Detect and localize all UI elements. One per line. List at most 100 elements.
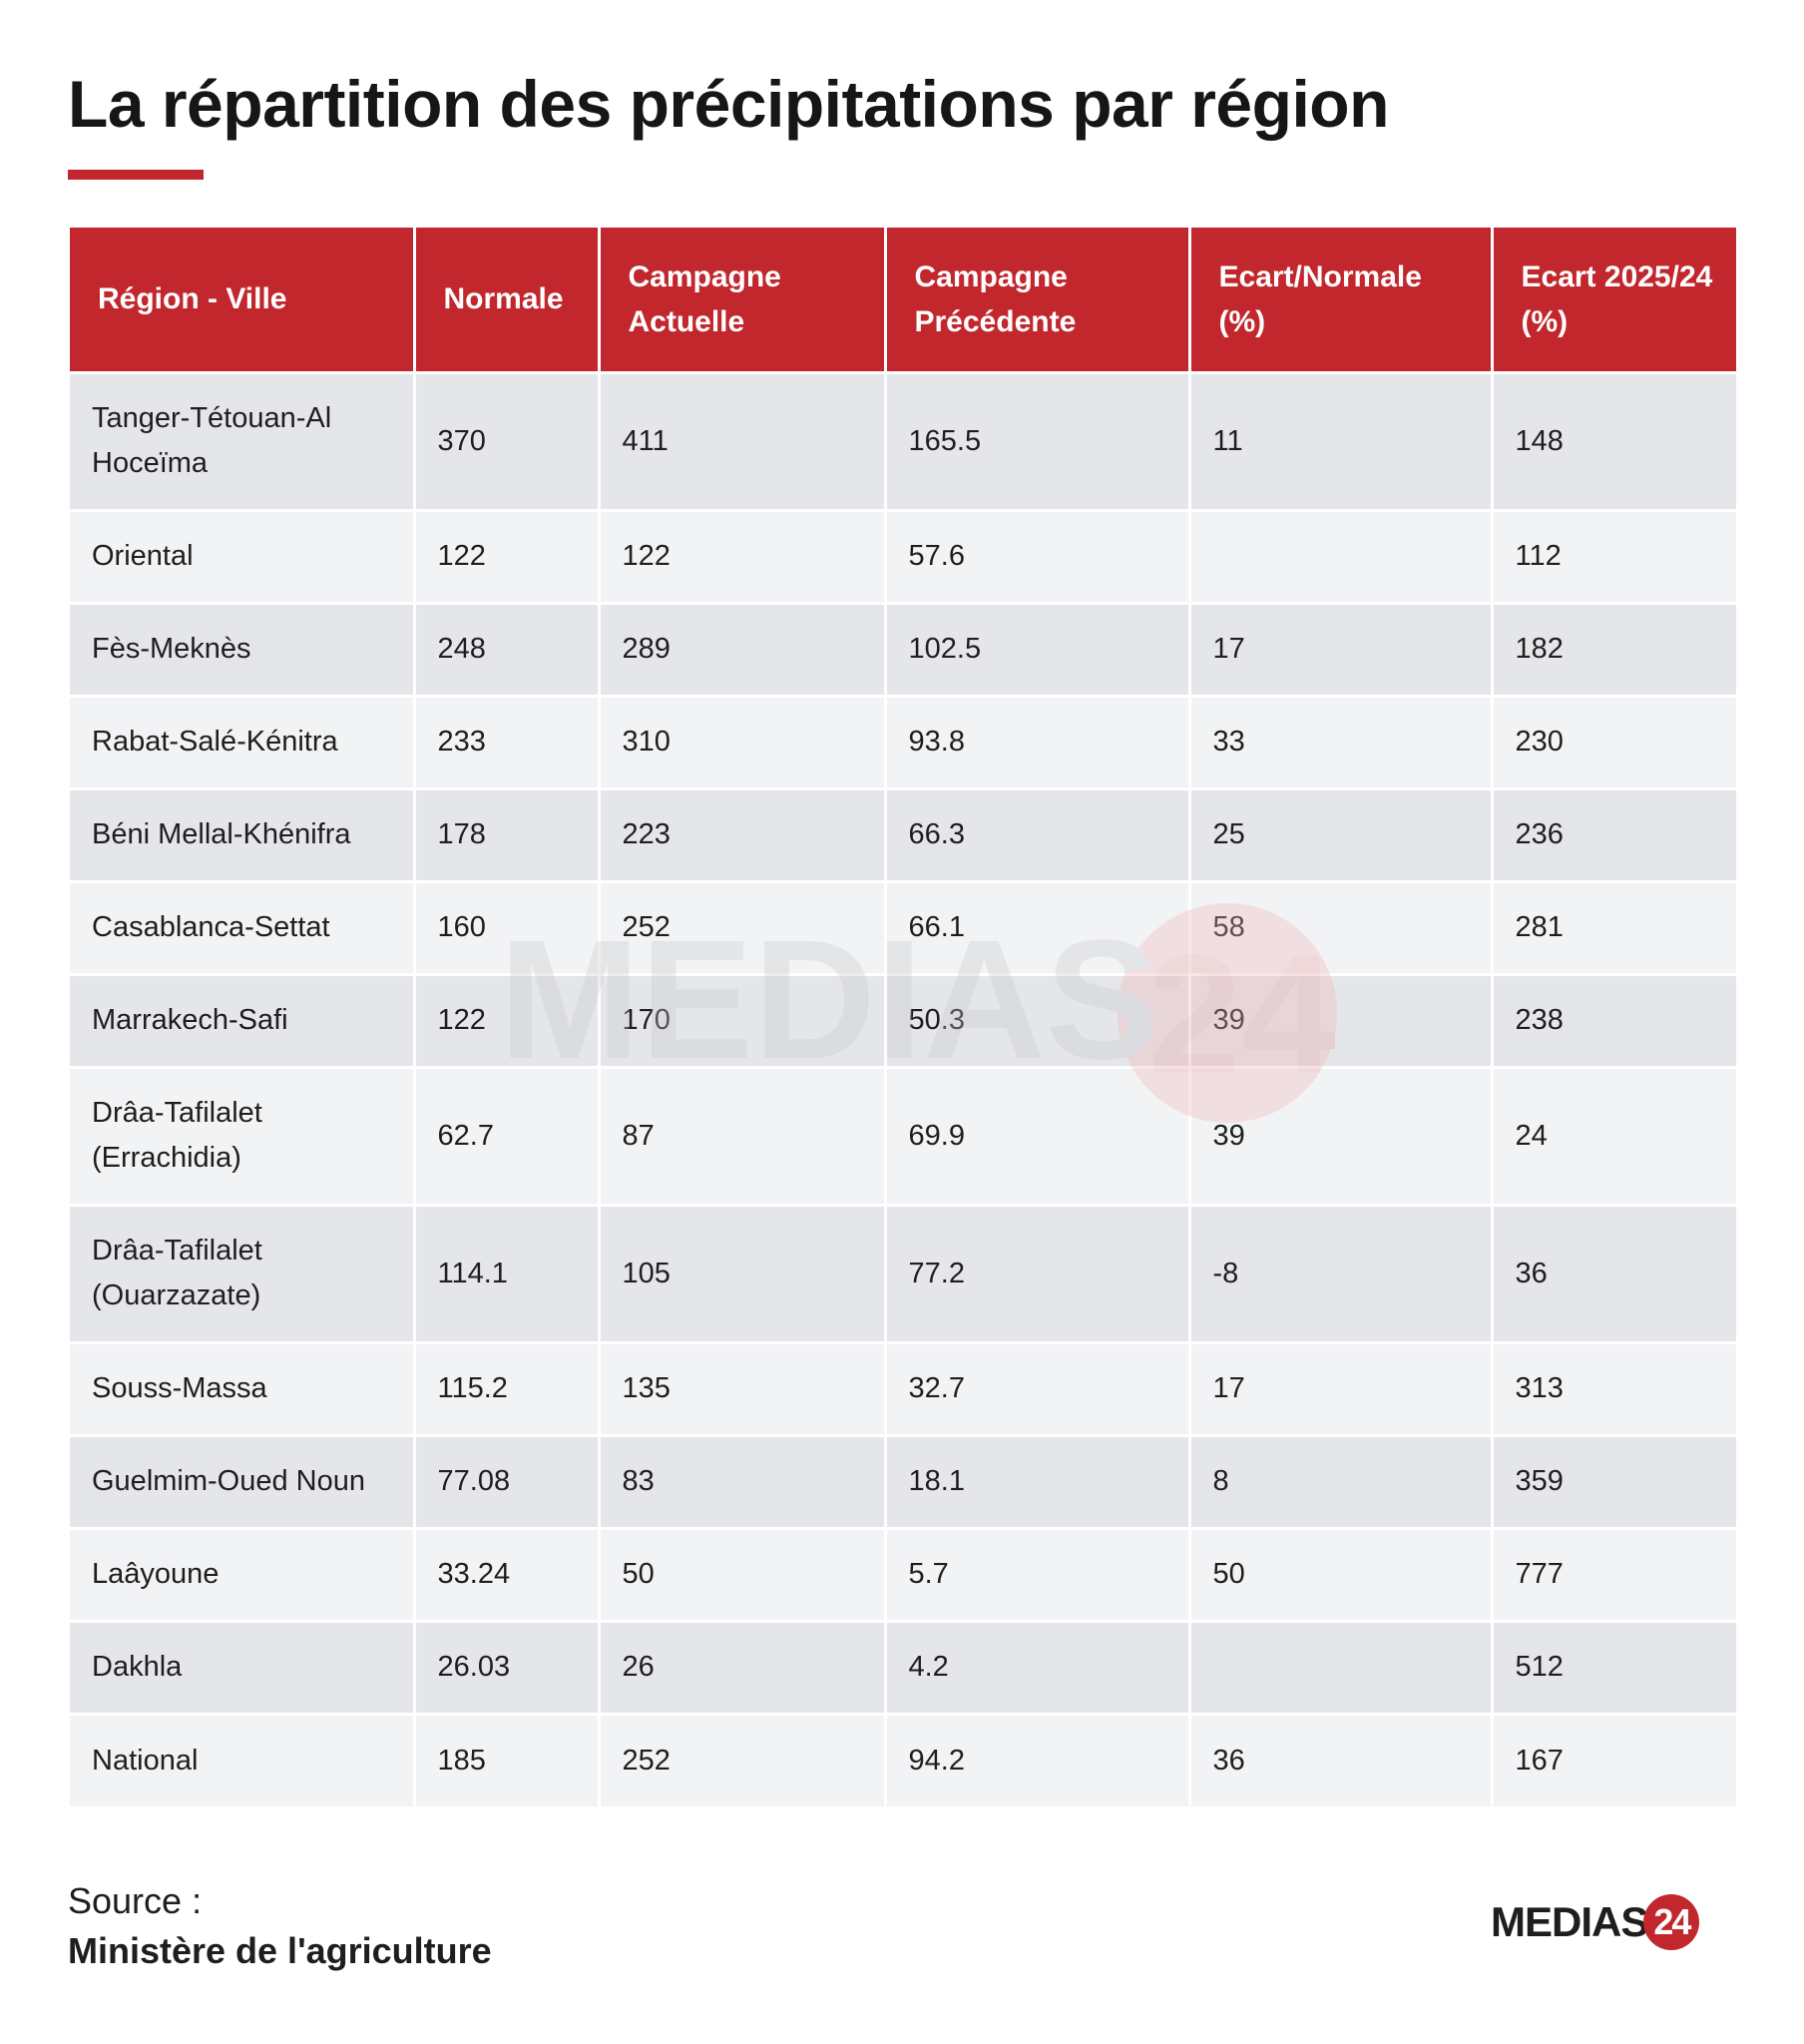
cell-normale: 114.1 — [414, 1203, 601, 1342]
cell-normale: 178 — [414, 786, 601, 881]
cell-region: Souss-Massa — [70, 1340, 416, 1435]
page-title: La répartition des précipitations par ré… — [68, 67, 1389, 141]
table-row: Fès-Meknès 248 289 102.5 17 182 — [70, 601, 1736, 696]
table-row: Marrakech-Safi 122 170 50.3 39 238 — [70, 972, 1736, 1067]
cell-campagne-actuelle: 252 — [599, 1712, 887, 1806]
cell-normale: 233 — [414, 694, 601, 788]
cell-ecart-2025-24: 24 — [1492, 1065, 1736, 1205]
logo-text: MEDIAS — [1491, 1898, 1648, 1945]
cell-region: Oriental — [70, 508, 416, 603]
cell-ecart-2025-24: 148 — [1492, 370, 1736, 510]
cell-normale: 122 — [414, 508, 601, 603]
cell-campagne-precedente: 18.1 — [885, 1433, 1191, 1528]
header-campagne-actuelle: Campagne Actuelle — [599, 228, 887, 372]
cell-region: National — [70, 1712, 416, 1806]
table-row: Drâa-Tafilalet (Ouarzazate) 114.1 105 77.2-… — [70, 1203, 1736, 1342]
medias24-logo: MEDIAS 24 — [1491, 1894, 1700, 1950]
cell-campagne-precedente: 94.2 — [885, 1712, 1191, 1806]
cell-ecart-normale: 8 — [1189, 1433, 1494, 1528]
cell-ecart-2025-24: 112 — [1492, 508, 1736, 603]
cell-ecart-2025-24: 359 — [1492, 1433, 1736, 1528]
cell-ecart-2025-24: 238 — [1492, 972, 1736, 1067]
cell-ecart-normale: 39 — [1189, 1065, 1494, 1205]
table-row: Tanger-Tétouan-Al Hoceïma 370 411 165.5 11 14… — [70, 370, 1736, 510]
cell-normale: 115.2 — [414, 1340, 601, 1435]
cell-campagne-precedente: 69.9 — [885, 1065, 1191, 1205]
cell-campagne-actuelle: 170 — [599, 972, 887, 1067]
cell-campagne-actuelle: 135 — [599, 1340, 887, 1435]
cell-ecart-normale: -8 — [1189, 1203, 1494, 1342]
precipitation-table: Région - Ville Normale Campagne Actuelle… — [70, 228, 1736, 1806]
cell-ecart-normale: 39 — [1189, 972, 1494, 1067]
cell-normale: 122 — [414, 972, 601, 1067]
cell-ecart-2025-24: 313 — [1492, 1340, 1736, 1435]
cell-normale: 370 — [414, 370, 601, 510]
table-row: Béni Mellal-Khénifra 178 223 66.3 25 236 — [70, 786, 1736, 881]
cell-ecart-2025-24: 777 — [1492, 1526, 1736, 1621]
logo-number: 24 — [1643, 1894, 1700, 1950]
table-row: Oriental 122 122 57.6 112 — [70, 508, 1736, 603]
cell-campagne-actuelle: 83 — [599, 1433, 887, 1528]
table-header-row: Région - Ville Normale Campagne Actuelle… — [70, 228, 1736, 372]
source-label: Source : — [68, 1880, 203, 1921]
cell-ecart-normale — [1189, 1619, 1494, 1714]
cell-normale: 248 — [414, 601, 601, 696]
table-row: Souss-Massa 115.2 135 32.7 17 313 — [70, 1340, 1736, 1435]
cell-region: Guelmim-Oued Noun — [70, 1433, 416, 1528]
cell-region: Drâa-Tafilalet (Errachidia) — [70, 1065, 416, 1205]
cell-region: Laâyoune — [70, 1526, 416, 1621]
table-body: Tanger-Tétouan-Al Hoceïma 370 411 165.5 11 14… — [70, 370, 1736, 1806]
header-normale: Normale — [414, 228, 601, 372]
cell-campagne-precedente: 66.1 — [885, 879, 1191, 974]
cell-ecart-2025-24: 230 — [1492, 694, 1736, 788]
cell-region: Béni Mellal-Khénifra — [70, 786, 416, 881]
cell-campagne-precedente: 50.3 — [885, 972, 1191, 1067]
cell-ecart-2025-24: 36 — [1492, 1203, 1736, 1342]
cell-ecart-normale: 50 — [1189, 1526, 1494, 1621]
cell-ecart-normale: 17 — [1189, 601, 1494, 696]
cell-campagne-actuelle: 87 — [599, 1065, 887, 1205]
cell-ecart-normale: 17 — [1189, 1340, 1494, 1435]
header-region: Région - Ville — [70, 228, 416, 372]
cell-ecart-2025-24: 512 — [1492, 1619, 1736, 1714]
cell-normale: 26.03 — [414, 1619, 601, 1714]
cell-ecart-2025-24: 236 — [1492, 786, 1736, 881]
cell-campagne-actuelle: 105 — [599, 1203, 887, 1342]
source-value: Ministère de l'agriculture — [68, 1930, 492, 1971]
table-row: National 185 252 94.2 36 167 — [70, 1712, 1736, 1806]
cell-ecart-2025-24: 182 — [1492, 601, 1736, 696]
table-row: Laâyoune 33.24 50 5.7 50 777 — [70, 1526, 1736, 1621]
cell-campagne-actuelle: 223 — [599, 786, 887, 881]
cell-region: Dakhla — [70, 1619, 416, 1714]
cell-normale: 185 — [414, 1712, 601, 1806]
cell-ecart-normale: 33 — [1189, 694, 1494, 788]
cell-campagne-actuelle: 289 — [599, 601, 887, 696]
header-ecart-2025-24: Ecart 2025/24 (%) — [1492, 228, 1736, 372]
table-row: Guelmim-Oued Noun 77.08 83 18.1 8 359 — [70, 1433, 1736, 1528]
cell-ecart-2025-24: 281 — [1492, 879, 1736, 974]
cell-campagne-precedente: 66.3 — [885, 786, 1191, 881]
cell-normale: 77.08 — [414, 1433, 601, 1528]
cell-campagne-precedente: 165.5 — [885, 370, 1191, 510]
header-ecart-normale: Ecart/Normale (%) — [1189, 228, 1494, 372]
table-row: Rabat-Salé-Kénitra 233 310 93.8 33 230 — [70, 694, 1736, 788]
table-row: Drâa-Tafilalet (Errachidia) 62.7 87 69.9 39 2… — [70, 1065, 1736, 1205]
cell-campagne-precedente: 102.5 — [885, 601, 1191, 696]
cell-campagne-actuelle: 122 — [599, 508, 887, 603]
cell-campagne-precedente: 77.2 — [885, 1203, 1191, 1342]
table-row: Casablanca-Settat 160 252 66.1 58 281 — [70, 879, 1736, 974]
cell-campagne-precedente: 4.2 — [885, 1619, 1191, 1714]
cell-ecart-2025-24: 167 — [1492, 1712, 1736, 1806]
cell-normale: 33.24 — [414, 1526, 601, 1621]
cell-campagne-actuelle: 50 — [599, 1526, 887, 1621]
table-row: Dakhla 26.03 26 4.2 512 — [70, 1619, 1736, 1714]
cell-region: Casablanca-Settat — [70, 879, 416, 974]
cell-region: Drâa-Tafilalet (Ouarzazate) — [70, 1203, 416, 1342]
cell-normale: 160 — [414, 879, 601, 974]
cell-campagne-actuelle: 26 — [599, 1619, 887, 1714]
cell-ecart-normale: 25 — [1189, 786, 1494, 881]
source-block: Source : Ministère de l'agriculture — [68, 1876, 492, 1976]
cell-region: Tanger-Tétouan-Al Hoceïma — [70, 370, 416, 510]
title-underline — [68, 170, 204, 180]
cell-campagne-actuelle: 310 — [599, 694, 887, 788]
